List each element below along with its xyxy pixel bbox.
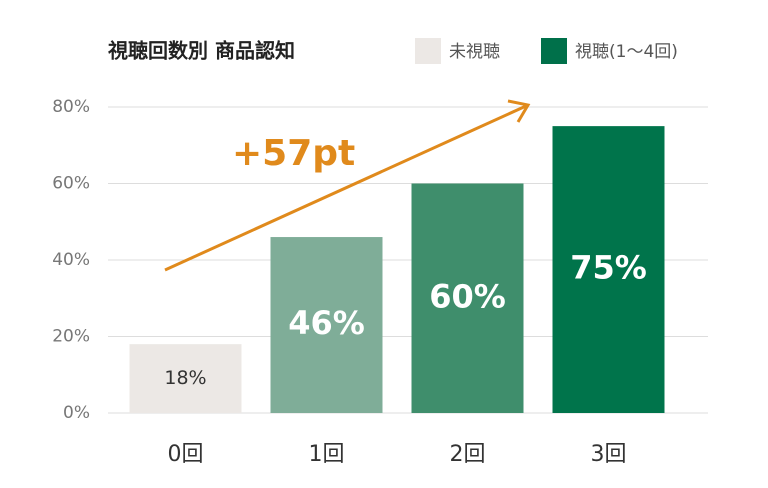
y-tick-label: 40% bbox=[52, 250, 90, 270]
legend-label: 視聴(1〜4回) bbox=[575, 42, 678, 62]
value-label: 18% bbox=[164, 367, 206, 389]
legend-label: 未視聴 bbox=[449, 42, 500, 62]
y-tick-label: 0% bbox=[63, 403, 90, 423]
x-tick-label: 0回 bbox=[168, 442, 204, 467]
legend-swatch bbox=[541, 38, 567, 64]
x-tick-label: 2回 bbox=[450, 442, 486, 467]
legend-swatch bbox=[415, 38, 441, 64]
annotation: +57pt bbox=[232, 133, 355, 174]
value-label: 46% bbox=[288, 304, 365, 342]
value-label: 60% bbox=[429, 277, 506, 315]
bar bbox=[270, 237, 383, 413]
bar bbox=[129, 344, 242, 413]
value-label: 75% bbox=[570, 249, 647, 287]
arrow-head bbox=[507, 99, 531, 123]
y-tick-label: 80% bbox=[52, 97, 90, 117]
chart-title: 視聴回数別 商品認知 bbox=[107, 39, 295, 63]
y-tick-label: 20% bbox=[52, 327, 90, 347]
trend-arrow bbox=[164, 104, 527, 272]
y-tick-label: 60% bbox=[52, 174, 90, 194]
x-tick-label: 1回 bbox=[309, 442, 345, 467]
x-tick-label: 3回 bbox=[591, 442, 627, 467]
bar bbox=[411, 183, 524, 413]
bar bbox=[552, 126, 665, 413]
